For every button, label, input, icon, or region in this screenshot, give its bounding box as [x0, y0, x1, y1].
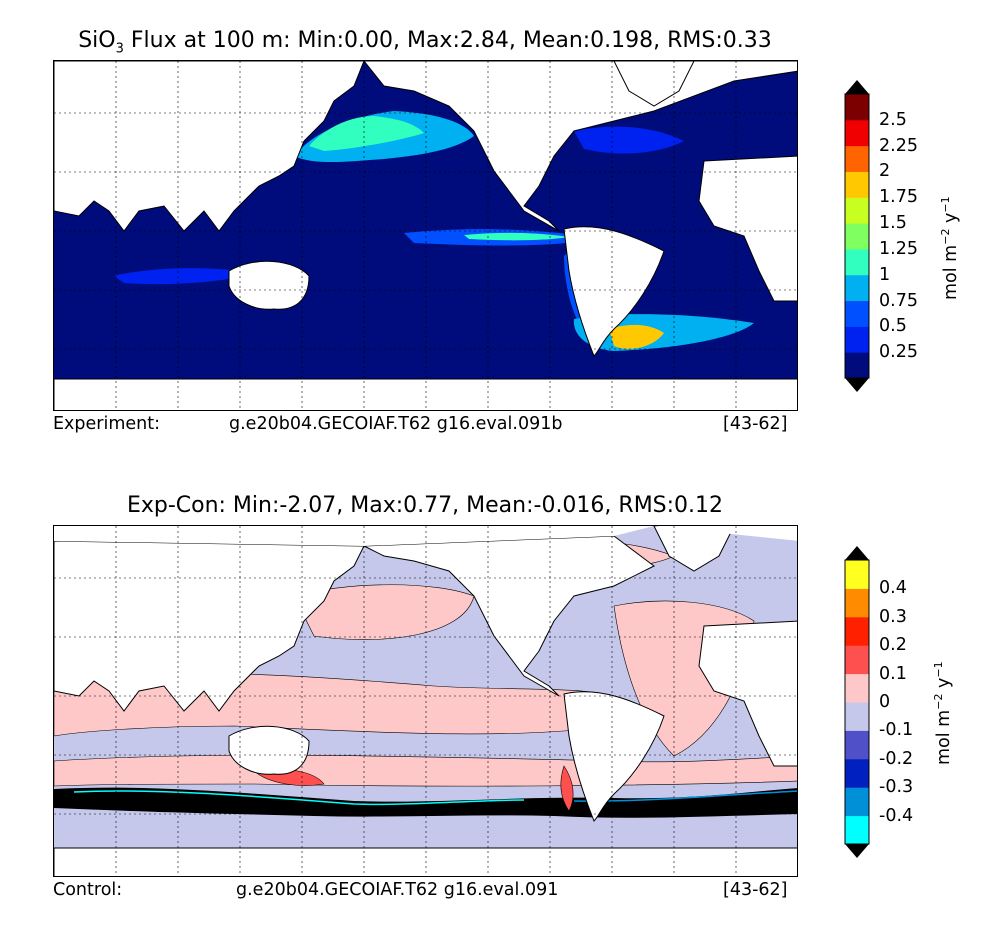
- difference-colorbar-tick-label: -0.1: [879, 720, 914, 741]
- control-case-name: g.e20b04.GECOIAF.T62 g16.eval.091: [236, 880, 559, 900]
- antarctica-landmass-2: [54, 847, 797, 876]
- difference-colorbar-tick-label: -0.4: [879, 805, 914, 826]
- difference-colorbar-swatch: [845, 815, 869, 845]
- panel2-title: Exp-Con: Min:-2.07, Max:0.77, Mean:-0.01…: [126, 493, 724, 518]
- australia-landmass-2: [228, 725, 310, 775]
- africa-landmass: [698, 155, 797, 302]
- flux-colorbar: [844, 80, 870, 392]
- control-year-range: [43-62]: [723, 880, 788, 900]
- difference-colorbar-swatch: [845, 787, 869, 817]
- flux-colorbar-swatch: [845, 197, 869, 224]
- equatorial-pacific-flux-core: [464, 232, 569, 241]
- flux-colorbar-tick-label: 2.5: [879, 109, 907, 130]
- flux-colorbar-tick-label: 1: [879, 264, 891, 285]
- panel1-title: SiO3 Flux at 100 m: Min:0.00, Max:2.84, …: [78, 28, 772, 57]
- north-america-landmass: [363, 61, 797, 232]
- flux-colorbar-swatch: [845, 248, 869, 276]
- difference-colorbar-under-extend: [845, 844, 869, 858]
- flux-colorbar-swatch: [845, 300, 869, 327]
- flux-colorbar-tick-label: 2: [879, 161, 891, 182]
- flux-colorbar-tick-label: 1.5: [879, 213, 907, 234]
- difference-colorbar-units: mol m−2 y−1: [932, 661, 954, 765]
- difference-colorbar-swatch: [845, 616, 869, 646]
- flux-colorbar-swatch: [845, 119, 869, 147]
- control-caption-label: Control:: [53, 880, 123, 900]
- north-atlantic-flux: [574, 126, 684, 154]
- flux-colorbar-swatch: [845, 145, 869, 172]
- flux-colorbar-swatch: [845, 326, 869, 353]
- experiment-caption-label: Experiment:: [53, 414, 161, 434]
- flux-colorbar-tick-label: 0.25: [879, 342, 918, 363]
- flux-colorbar-tick-label: 2.25: [879, 135, 918, 156]
- africa-landmass-2: [698, 620, 797, 767]
- experiment-case-name: g.e20b04.GECOIAF.T62 g16.eval.091b: [229, 414, 563, 434]
- flux-colorbar-tick-label: 1.75: [879, 187, 918, 208]
- flux-colorbar-over-extend: [845, 80, 869, 94]
- difference-colorbar-swatch: [845, 560, 869, 589]
- flux-colorbar-swatch: [845, 94, 869, 121]
- difference-colorbar-tick-label: 0: [879, 692, 891, 712]
- difference-map: [53, 525, 798, 877]
- flux-colorbar-swatch: [845, 171, 869, 198]
- difference-colorbar-swatch: [845, 758, 869, 788]
- difference-colorbar-tick-label: 0.4: [879, 578, 907, 599]
- difference-colorbar-tick-label: -0.3: [879, 777, 914, 798]
- difference-colorbar-swatch: [845, 645, 869, 675]
- south-america-landmass: [563, 226, 665, 357]
- southern-flux-core: [609, 324, 664, 349]
- eurasia-landmass-2: [54, 540, 365, 712]
- south-america-landmass-2: [563, 691, 665, 822]
- flux-colorbar-tick-label: 0.75: [879, 290, 918, 311]
- flux-colorbar-swatch: [845, 274, 869, 302]
- indian-ocean-flux: [114, 268, 254, 285]
- difference-colorbar-tick-label: 0.2: [879, 635, 907, 656]
- difference-colorbar-swatch: [845, 588, 869, 618]
- north-pacific-flux-core: [309, 116, 424, 151]
- experiment-year-range: [43-62]: [723, 414, 788, 434]
- north-america-landmass-2: [363, 535, 655, 697]
- difference-colorbar-tick-label: 0.3: [879, 606, 907, 627]
- difference-colorbar: [844, 546, 870, 858]
- flux-colorbar-swatch: [845, 352, 869, 379]
- difference-colorbar-swatch: [845, 730, 869, 760]
- flux-colorbar-tick-label: 0.5: [879, 316, 907, 337]
- flux-colorbar-swatch: [845, 223, 869, 250]
- australia-landmass: [228, 260, 310, 310]
- difference-colorbar-swatch: [845, 702, 869, 731]
- south-atlantic-red-feature: [560, 765, 574, 812]
- difference-colorbar-over-extend: [845, 546, 869, 560]
- southern-ocean-cyan-edge: [73, 790, 525, 806]
- silicate-flux-map: [53, 60, 798, 411]
- flux-colorbar-under-extend: [845, 378, 869, 392]
- difference-colorbar-tick-label: -0.2: [879, 748, 914, 769]
- difference-colorbar-tick-label: 0.1: [879, 663, 907, 684]
- flux-colorbar-units: mol m−2 y−1: [939, 196, 961, 300]
- difference-colorbar-swatch: [845, 673, 869, 703]
- flux-colorbar-tick-label: 1.25: [879, 238, 918, 259]
